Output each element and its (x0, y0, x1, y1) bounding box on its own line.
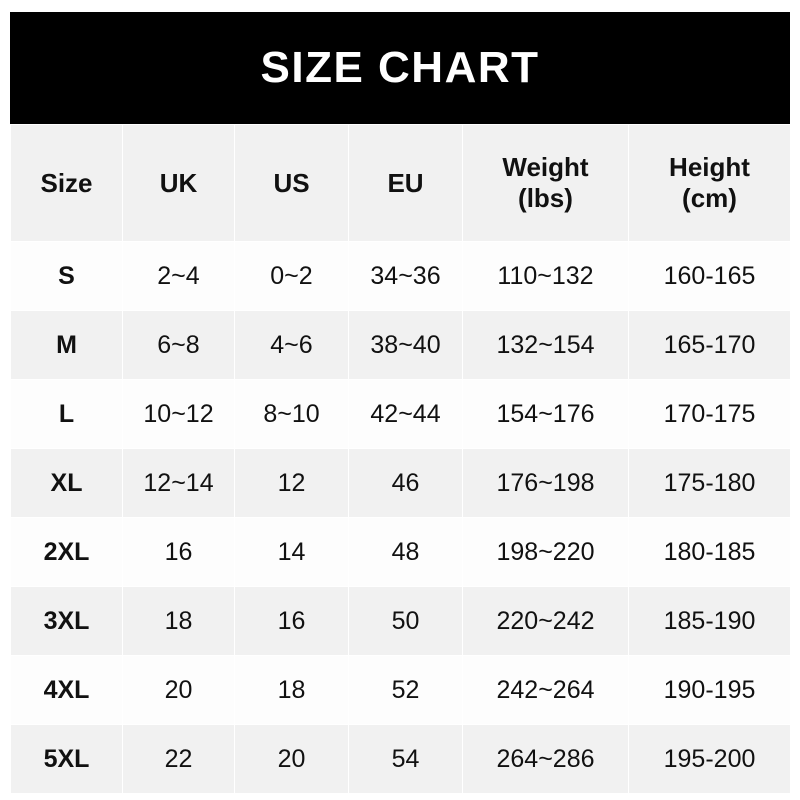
cell-eu: 54 (348, 724, 463, 794)
column-header-size-line1: Size (40, 167, 93, 198)
column-header-eu: EU (348, 124, 463, 242)
cell-us: 16 (234, 586, 349, 656)
column-header-us: US (234, 124, 349, 242)
cell-uk: 20 (122, 655, 235, 725)
cell-weight: 132~154 (462, 310, 629, 380)
cell-uk: 22 (122, 724, 235, 794)
table-row: L 10~12 8~10 42~44 154~176 170-175 (10, 379, 791, 449)
cell-height: 160-165 (628, 241, 791, 311)
size-chart-table: Size UK US EU Weight (lbs) Height (cm) (10, 124, 791, 794)
table-row: 2XL 16 14 48 198~220 180-185 (10, 517, 791, 587)
table-row: 5XL 22 20 54 264~286 195-200 (10, 724, 791, 794)
column-header-eu-line1: EU (387, 167, 424, 198)
cell-uk: 12~14 (122, 448, 235, 518)
table-header-row: Size UK US EU Weight (lbs) Height (cm) (10, 124, 791, 242)
cell-weight: 264~286 (462, 724, 629, 794)
cell-size: 4XL (10, 655, 123, 725)
column-header-us-line1: US (273, 167, 310, 198)
cell-height: 180-185 (628, 517, 791, 587)
cell-size: XL (10, 448, 123, 518)
cell-eu: 50 (348, 586, 463, 656)
cell-eu: 38~40 (348, 310, 463, 380)
column-header-uk-line1: UK (159, 167, 198, 198)
cell-eu: 42~44 (348, 379, 463, 449)
cell-eu: 46 (348, 448, 463, 518)
cell-height: 195-200 (628, 724, 791, 794)
cell-weight: 198~220 (462, 517, 629, 587)
cell-height: 185-190 (628, 586, 791, 656)
cell-us: 8~10 (234, 379, 349, 449)
cell-weight: 154~176 (462, 379, 629, 449)
table-row: 3XL 18 16 50 220~242 185-190 (10, 586, 791, 656)
cell-size: S (10, 241, 123, 311)
cell-size: 2XL (10, 517, 123, 587)
cell-height: 175-180 (628, 448, 791, 518)
column-header-weight: Weight (lbs) (462, 124, 629, 242)
cell-height: 170-175 (628, 379, 791, 449)
cell-eu: 48 (348, 517, 463, 587)
cell-uk: 6~8 (122, 310, 235, 380)
cell-size: L (10, 379, 123, 449)
cell-height: 190-195 (628, 655, 791, 725)
table-row: M 6~8 4~6 38~40 132~154 165-170 (10, 310, 791, 380)
table-body: S 2~4 0~2 34~36 110~132 160-165 M 6~8 4~… (10, 241, 791, 794)
column-header-height: Height (cm) (628, 124, 791, 242)
cell-size: 5XL (10, 724, 123, 794)
cell-us: 18 (234, 655, 349, 725)
page-title: SIZE CHART (260, 43, 540, 92)
cell-eu: 52 (348, 655, 463, 725)
column-header-size: Size (10, 124, 123, 242)
table-row: 4XL 20 18 52 242~264 190-195 (10, 655, 791, 725)
cell-uk: 10~12 (122, 379, 235, 449)
column-header-uk: UK (122, 124, 235, 242)
cell-weight: 242~264 (462, 655, 629, 725)
cell-eu: 34~36 (348, 241, 463, 311)
cell-size: 3XL (10, 586, 123, 656)
cell-us: 4~6 (234, 310, 349, 380)
cell-size: M (10, 310, 123, 380)
cell-uk: 2~4 (122, 241, 235, 311)
cell-uk: 16 (122, 517, 235, 587)
table-row: S 2~4 0~2 34~36 110~132 160-165 (10, 241, 791, 311)
column-header-weight-unit: (lbs) (518, 183, 573, 213)
table-header: Size UK US EU Weight (lbs) Height (cm) (10, 124, 791, 242)
column-header-height-line1: Height (669, 152, 750, 183)
cell-weight: 220~242 (462, 586, 629, 656)
table-row: XL 12~14 12 46 176~198 175-180 (10, 448, 791, 518)
cell-height: 165-170 (628, 310, 791, 380)
column-header-height-unit: (cm) (682, 183, 737, 213)
cell-us: 12 (234, 448, 349, 518)
cell-us: 0~2 (234, 241, 349, 311)
size-chart-banner: SIZE CHART (10, 12, 790, 124)
cell-us: 20 (234, 724, 349, 794)
column-header-weight-line1: Weight (502, 152, 589, 183)
cell-weight: 176~198 (462, 448, 629, 518)
cell-us: 14 (234, 517, 349, 587)
cell-weight: 110~132 (462, 241, 629, 311)
cell-uk: 18 (122, 586, 235, 656)
